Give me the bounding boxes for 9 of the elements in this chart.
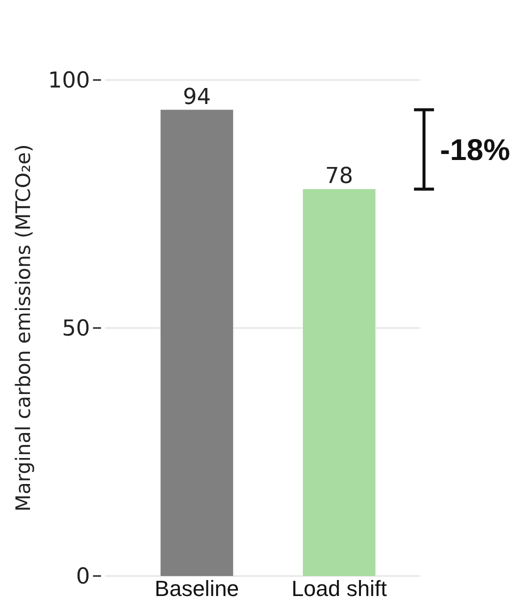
y-axis-title: Marginal carbon emissions (MTCO₂e) [11,144,35,512]
text: -18% [440,134,510,167]
y-tick-label: 0 [76,564,90,590]
y-tick-label: 100 [48,68,90,94]
data-label: 78 [325,164,354,190]
x-tick-label: Load shift [291,576,387,601]
y-tick-label: 50 [62,316,90,342]
data-label: 94 [182,84,211,110]
x-tick-label: Baseline [154,576,240,601]
